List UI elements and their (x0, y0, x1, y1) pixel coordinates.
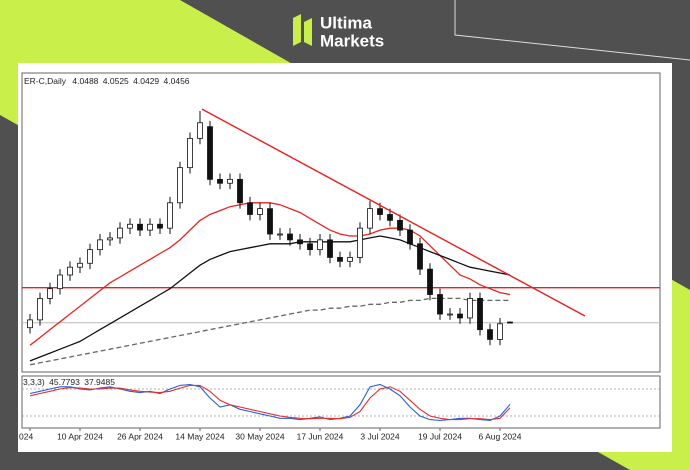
candle-body (467, 298, 473, 319)
candle-body (417, 243, 423, 270)
candle-body (67, 266, 73, 276)
candle-body (127, 223, 133, 229)
moving-average (29, 235, 511, 362)
candle-body (277, 233, 283, 236)
candle-body (57, 274, 63, 290)
candle-body (77, 262, 83, 268)
candle-body (217, 178, 223, 184)
candle-body (117, 227, 123, 239)
ohlc-close: 4.0456 (164, 76, 190, 86)
candle-body (407, 229, 413, 245)
candle-body (337, 257, 343, 262)
candle-body (367, 208, 373, 229)
candle-body (477, 298, 483, 331)
candle-body (457, 313, 463, 319)
main-frame (21, 72, 661, 373)
candle-body (427, 268, 433, 295)
candle-body (487, 329, 493, 340)
oscillator-main: 45.7793 (49, 377, 80, 387)
logo-icon (304, 18, 312, 46)
candle-body (147, 223, 153, 231)
trendline (201, 108, 586, 317)
candle-body (317, 239, 323, 251)
oscillator-line (29, 383, 511, 422)
candle-body (197, 122, 203, 139)
candle-body (447, 313, 453, 316)
logo: Ultima Markets (293, 13, 384, 50)
candle-body (327, 239, 333, 258)
candle-body (497, 323, 503, 340)
candle-body (387, 214, 393, 221)
x-tick-label: 19 Jul 2024 (418, 431, 462, 441)
chart-panel (18, 63, 672, 452)
symbol: ER-C,Daily (24, 76, 67, 86)
x-tick-label: 17 Jun 2024 (297, 431, 344, 441)
candle-body (107, 237, 113, 241)
x-tick-label: 3 Jul 2024 (360, 431, 399, 441)
candle-body (397, 219, 403, 231)
logo-icon (293, 14, 301, 46)
candle-body (87, 249, 93, 264)
candle-body (167, 202, 173, 229)
x-tick-label: 10 Apr 2024 (57, 431, 103, 441)
chart-header: ER-C,Daily 4.0488 4.0525 4.0429 4.0456 (24, 76, 190, 86)
x-tick-label: 14 May 2024 (175, 431, 224, 441)
x-tick-label: 6 Aug 2024 (478, 431, 521, 441)
candle-body (347, 257, 353, 262)
x-tick-label: 024 (19, 431, 33, 441)
candle-body (137, 223, 143, 231)
candle-body (157, 223, 163, 229)
oscillator-line (29, 384, 511, 421)
oscillator-label: 3,3,3) (23, 377, 45, 387)
oscillator-signal: 37.9485 (84, 377, 115, 387)
brand-line2: Markets (320, 31, 384, 50)
x-tick-label: 26 Apr 2024 (117, 431, 163, 441)
decor-line (454, 0, 690, 61)
oscillator-frame (21, 375, 661, 429)
candle-body (257, 208, 263, 215)
candle-body (307, 243, 313, 251)
candle-body (507, 321, 513, 324)
candle-body (287, 233, 293, 241)
oscillator-header: 3,3,3) 45.7793 37.9485 (23, 377, 115, 387)
moving-average (29, 297, 510, 366)
candle-body (37, 298, 43, 321)
ohlc-open: 4.0488 (72, 76, 98, 86)
candle-body (207, 126, 213, 180)
ohlc-low: 4.0429 (133, 76, 159, 86)
ohlc-high: 4.0525 (103, 76, 129, 86)
candle-body (377, 208, 383, 215)
candle-body (357, 227, 363, 258)
candle-body (187, 137, 193, 169)
candle-body (267, 208, 273, 235)
candle-body (237, 178, 243, 204)
candle-body (227, 178, 233, 184)
candle-body (177, 167, 183, 204)
candle-body (437, 294, 443, 315)
candle-body (47, 288, 53, 299)
x-tick-label: 30 May 2024 (235, 431, 284, 441)
candle-body (97, 239, 103, 251)
candle-body (297, 239, 303, 245)
candle-body (27, 319, 33, 329)
candle-body (247, 202, 253, 215)
brand-line1: Ultima (320, 13, 373, 32)
